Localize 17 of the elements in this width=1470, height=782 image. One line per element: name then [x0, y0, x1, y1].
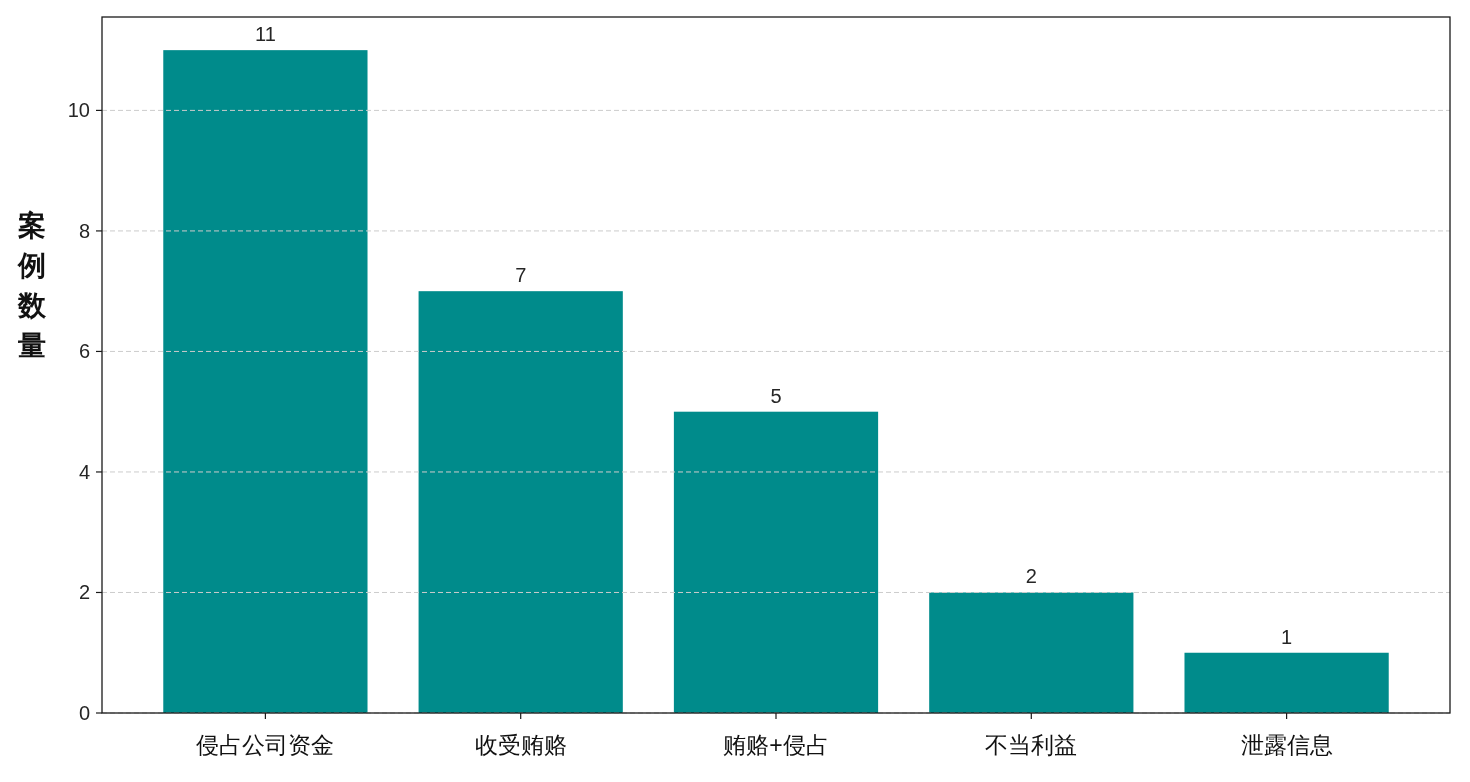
y-axis-title: 案例数量 [17, 210, 47, 361]
x-tick-label: 侵占公司资金 [196, 732, 335, 758]
y-tick-label: 4 [78, 460, 90, 483]
data-label: 2 [1025, 565, 1037, 588]
data-label: 7 [515, 264, 527, 287]
x-tick-label: 泄露信息 [1240, 732, 1333, 758]
data-label: 5 [770, 384, 782, 407]
y-tick-label: 8 [78, 219, 90, 242]
x-tick-label: 收受贿赂 [474, 732, 567, 758]
y-tick-label: 10 [67, 99, 90, 122]
x-tick-label: 贿赂+侵占 [723, 732, 829, 758]
y-tick-label: 0 [78, 702, 90, 724]
y-tick-label: 6 [78, 340, 90, 363]
data-label: 1 [1281, 625, 1293, 648]
x-tick-label: 不当利益 [985, 732, 1078, 758]
data-label: 11 [255, 23, 276, 46]
y-tick-label: 2 [78, 581, 90, 604]
